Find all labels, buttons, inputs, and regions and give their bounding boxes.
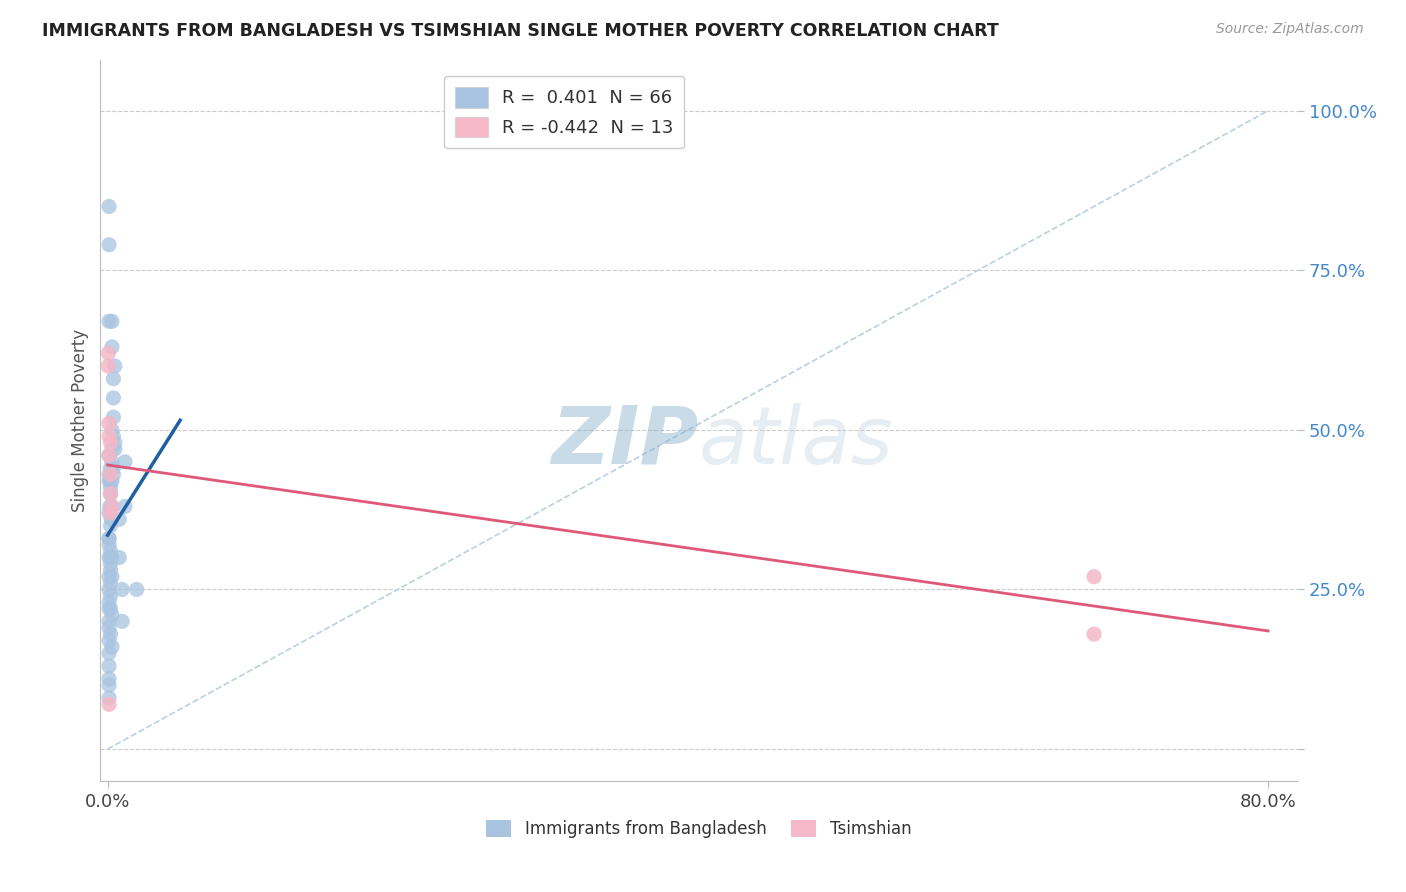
Point [100,486,122,500]
Text: ZIP: ZIP [551,403,699,481]
Point [103,372,125,386]
Point [98,659,121,673]
Point [98,601,121,615]
Point [100,486,122,500]
Point [98,621,121,635]
Text: atlas: atlas [699,403,893,481]
Point [100,461,122,475]
Point [98,595,121,609]
Point [101,500,124,514]
Point [108,550,131,565]
Point [101,500,124,514]
Point [100,589,122,603]
Point [98,698,121,712]
Point [98,500,121,514]
Point [101,474,124,488]
Point [100,506,122,520]
Point [98,672,121,686]
Point [98,633,121,648]
Legend: Immigrants from Bangladesh, Tsimshian: Immigrants from Bangladesh, Tsimshian [479,814,918,845]
Point [103,410,125,425]
Point [100,474,122,488]
Point [1083,570,1105,584]
Point [101,550,124,565]
Point [104,435,127,450]
Point [104,359,127,373]
Point [100,512,122,526]
Point [98,582,121,597]
Text: Source: ZipAtlas.com: Source: ZipAtlas.com [1216,22,1364,37]
Point [108,512,131,526]
Point [100,480,122,494]
Point [111,615,134,629]
Point [100,627,122,641]
Point [100,557,122,571]
Point [98,615,121,629]
Point [100,467,122,482]
Point [114,500,136,514]
Point [100,563,122,577]
Point [98,506,121,520]
Point [101,570,124,584]
Text: IMMIGRANTS FROM BANGLADESH VS TSIMSHIAN SINGLE MOTHER POVERTY CORRELATION CHART: IMMIGRANTS FROM BANGLADESH VS TSIMSHIAN … [42,22,998,40]
Point [101,340,124,354]
Point [101,442,124,456]
Point [97,359,120,373]
Point [103,467,125,482]
Point [125,582,148,597]
Point [101,607,124,622]
Point [98,690,121,705]
Point [97,346,120,360]
Point [101,455,124,469]
Point [103,429,125,443]
Point [98,550,121,565]
Point [103,391,125,405]
Point [100,550,122,565]
Point [104,442,127,456]
Point [98,570,121,584]
Point [98,532,121,546]
Point [101,423,124,437]
Point [101,314,124,328]
Point [1083,627,1105,641]
Point [98,449,121,463]
Point [103,461,125,475]
Point [98,199,121,213]
Point [98,532,121,546]
Point [101,640,124,654]
Point [100,601,122,615]
Point [114,455,136,469]
Point [111,582,134,597]
Point [100,576,122,591]
Point [100,435,122,450]
Point [98,467,121,482]
Point [100,544,122,558]
Point [98,417,121,431]
Point [98,538,121,552]
Point [98,429,121,443]
Y-axis label: Single Mother Poverty: Single Mother Poverty [72,329,89,512]
Point [98,314,121,328]
Point [98,474,121,488]
Point [100,518,122,533]
Point [98,449,121,463]
Point [98,646,121,660]
Point [98,237,121,252]
Point [98,678,121,692]
Point [100,486,122,500]
